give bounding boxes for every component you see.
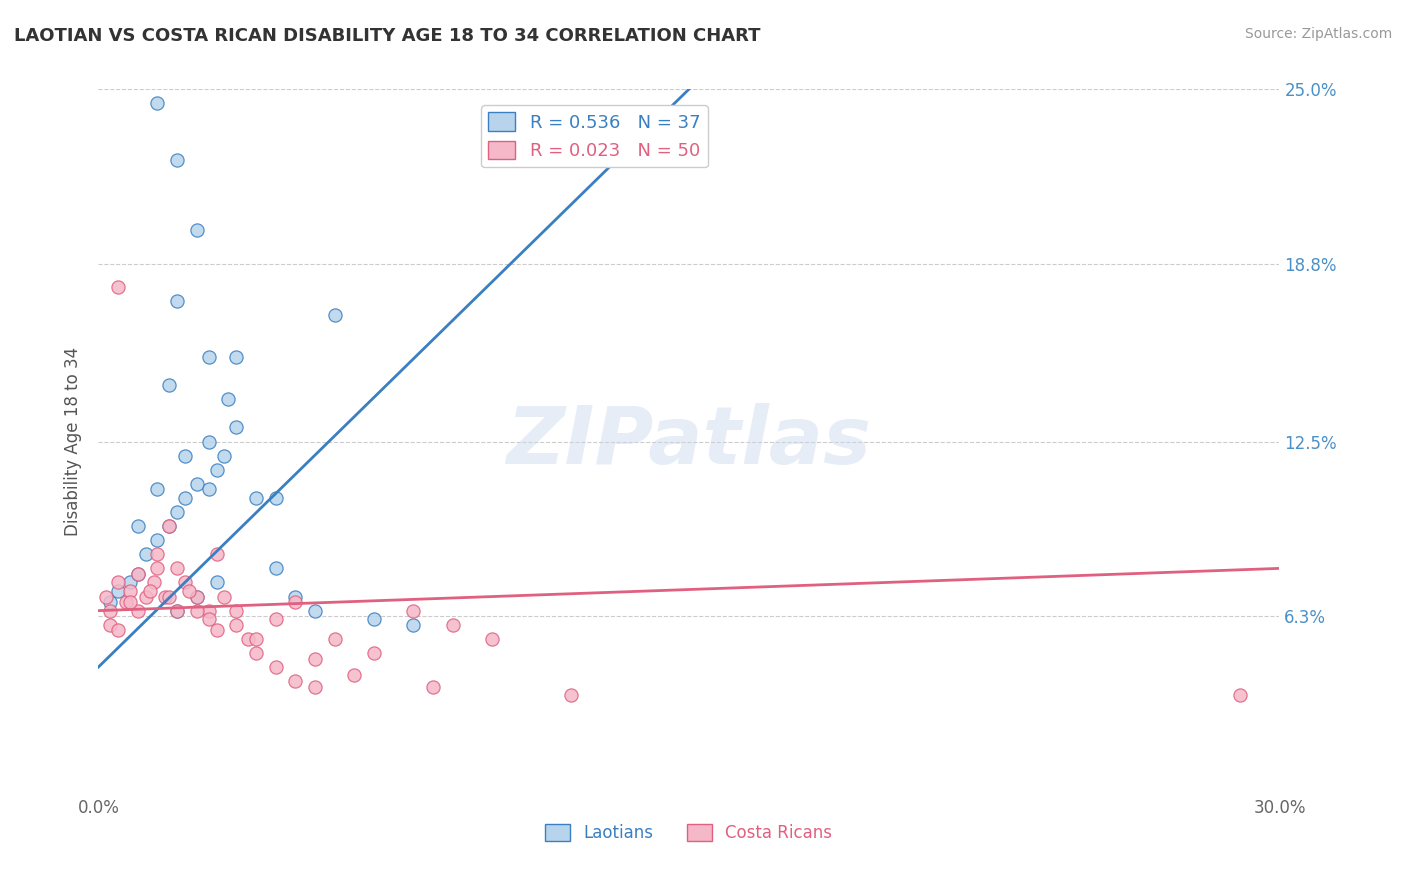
Point	[177, 583, 200, 598]
Point	[98, 604, 121, 618]
Point	[157, 378, 180, 392]
Point	[107, 575, 129, 590]
Point	[174, 491, 197, 505]
Point	[197, 350, 219, 364]
Point	[205, 547, 228, 561]
Point	[127, 567, 149, 582]
Point	[118, 575, 141, 590]
Point	[118, 583, 141, 598]
Point	[363, 646, 385, 660]
Point	[174, 449, 197, 463]
Point	[225, 617, 247, 632]
Point	[146, 533, 169, 548]
Point	[343, 668, 366, 682]
Point	[323, 308, 346, 322]
Point	[197, 604, 219, 618]
Point	[127, 519, 149, 533]
Point	[197, 483, 219, 497]
Point	[197, 434, 219, 449]
Point	[323, 632, 346, 646]
Point	[127, 604, 149, 618]
Point	[225, 604, 247, 618]
Point	[284, 674, 307, 689]
Point	[142, 575, 165, 590]
Point	[157, 519, 180, 533]
Point	[186, 476, 208, 491]
Text: ZIPatlas: ZIPatlas	[506, 402, 872, 481]
Point	[264, 491, 287, 505]
Point	[135, 547, 157, 561]
Point	[217, 392, 239, 407]
Point	[98, 595, 121, 609]
Point	[146, 96, 169, 111]
Point	[481, 632, 503, 646]
Point	[157, 519, 180, 533]
Point	[166, 293, 188, 308]
Point	[1229, 688, 1251, 702]
Point	[107, 583, 129, 598]
Point	[115, 595, 138, 609]
Point	[186, 604, 208, 618]
Point	[146, 547, 169, 561]
Point	[225, 420, 247, 434]
Point	[135, 590, 157, 604]
Point	[245, 632, 267, 646]
Point	[214, 590, 236, 604]
Point	[264, 612, 287, 626]
Point	[363, 612, 385, 626]
Point	[166, 153, 188, 167]
Point	[197, 612, 219, 626]
Point	[284, 590, 307, 604]
Point	[284, 595, 307, 609]
Point	[205, 624, 228, 638]
Point	[304, 604, 326, 618]
Point	[98, 617, 121, 632]
Y-axis label: Disability Age 18 to 34: Disability Age 18 to 34	[65, 347, 83, 536]
Point	[560, 688, 582, 702]
Point	[441, 617, 464, 632]
Point	[96, 590, 118, 604]
Point	[402, 604, 425, 618]
Point	[107, 624, 129, 638]
Text: LAOTIAN VS COSTA RICAN DISABILITY AGE 18 TO 34 CORRELATION CHART: LAOTIAN VS COSTA RICAN DISABILITY AGE 18…	[14, 27, 761, 45]
Point	[166, 505, 188, 519]
Point	[166, 604, 188, 618]
Point	[146, 483, 169, 497]
Point	[304, 680, 326, 694]
Point	[186, 223, 208, 237]
Point	[264, 561, 287, 575]
Point	[166, 561, 188, 575]
Point	[214, 449, 236, 463]
Point	[107, 279, 129, 293]
Point	[186, 590, 208, 604]
Point	[245, 491, 267, 505]
Point	[118, 595, 141, 609]
Point	[174, 575, 197, 590]
Point	[245, 646, 267, 660]
Point	[138, 583, 160, 598]
Text: Source: ZipAtlas.com: Source: ZipAtlas.com	[1244, 27, 1392, 41]
Point	[186, 590, 208, 604]
Point	[155, 590, 177, 604]
Point	[157, 590, 180, 604]
Point	[127, 567, 149, 582]
Point	[205, 575, 228, 590]
Point	[264, 660, 287, 674]
Point	[422, 680, 444, 694]
Point	[205, 463, 228, 477]
Legend: Laotians, Costa Ricans: Laotians, Costa Ricans	[538, 817, 839, 849]
Point	[166, 604, 188, 618]
Point	[304, 651, 326, 665]
Point	[236, 632, 259, 646]
Point	[146, 561, 169, 575]
Point	[225, 350, 247, 364]
Point	[402, 617, 425, 632]
